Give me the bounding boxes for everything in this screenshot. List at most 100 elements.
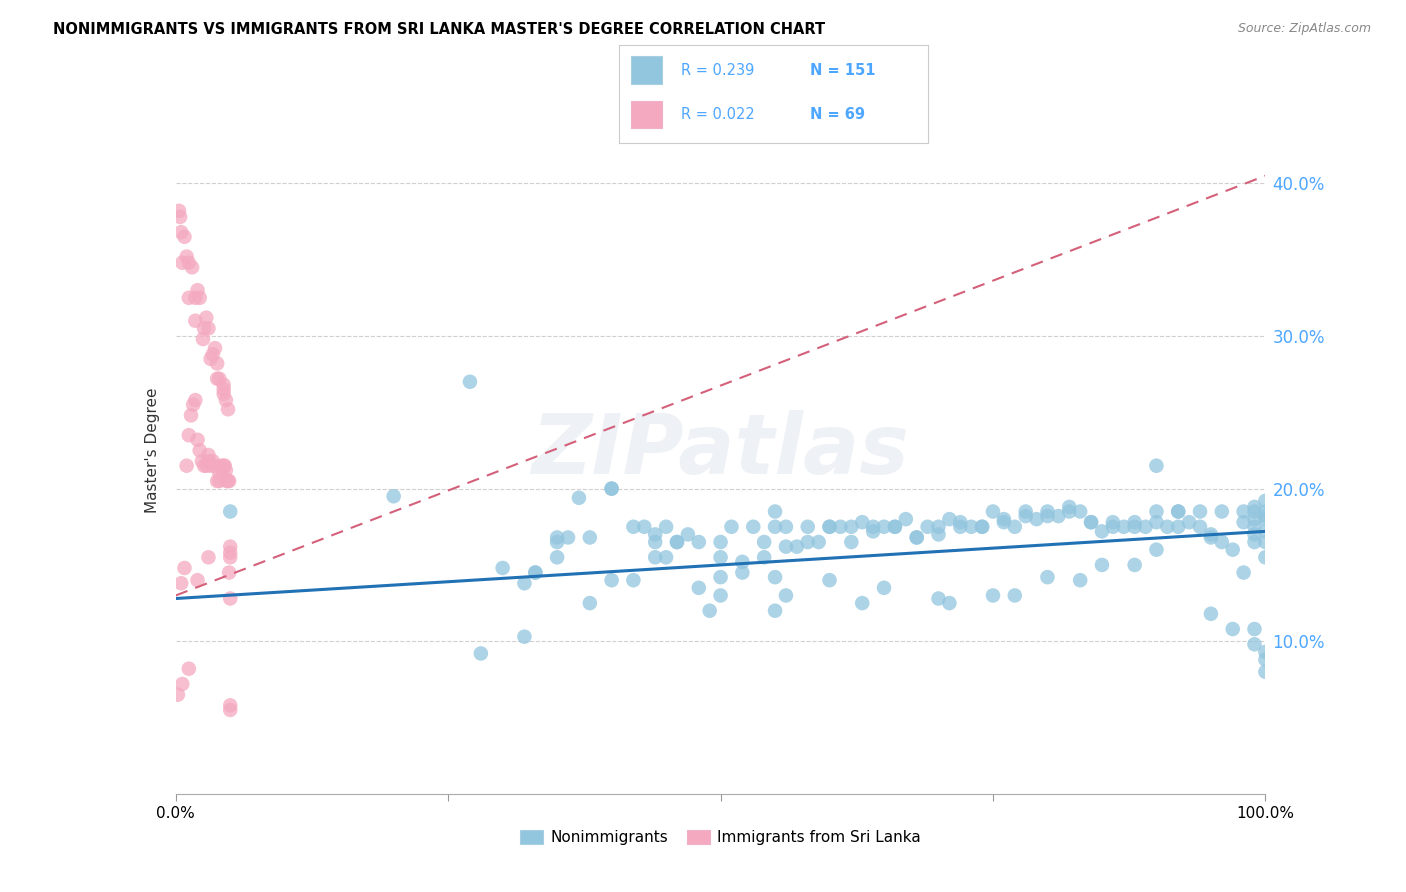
- Point: [1254, 652, 1277, 666]
- Point: [621, 520, 644, 534]
- Point: [212, 458, 235, 473]
- Point: [1112, 520, 1135, 534]
- Point: [1123, 520, 1146, 534]
- Y-axis label: Master's Degree: Master's Degree: [145, 388, 160, 513]
- Point: [1135, 520, 1157, 534]
- Point: [186, 283, 209, 297]
- Text: R = 0.239: R = 0.239: [681, 62, 754, 78]
- Point: [818, 520, 841, 534]
- Point: [818, 520, 841, 534]
- Point: [1069, 504, 1091, 518]
- Point: [1254, 509, 1277, 524]
- Point: [197, 550, 219, 565]
- Point: [981, 589, 1004, 603]
- Bar: [631, 101, 662, 128]
- Point: [1254, 524, 1277, 539]
- Point: [666, 535, 689, 549]
- Point: [170, 225, 193, 239]
- Point: [181, 260, 204, 275]
- Point: [763, 504, 786, 518]
- Point: [917, 520, 939, 534]
- Point: [818, 573, 841, 587]
- Point: [1254, 535, 1277, 549]
- Point: [458, 375, 481, 389]
- Point: [763, 570, 786, 584]
- Point: [1080, 515, 1102, 529]
- Point: [851, 596, 873, 610]
- Point: [960, 520, 983, 534]
- Text: R = 0.022: R = 0.022: [681, 107, 754, 122]
- Point: [1243, 504, 1265, 518]
- Point: [1156, 520, 1178, 534]
- Point: [200, 458, 222, 473]
- Point: [1243, 512, 1265, 526]
- Point: [1036, 570, 1059, 584]
- Point: [1057, 504, 1080, 518]
- Point: [1211, 504, 1233, 518]
- Point: [188, 443, 211, 458]
- Point: [180, 409, 202, 423]
- Point: [172, 256, 194, 270]
- Point: [754, 550, 776, 565]
- Point: [214, 458, 236, 473]
- Point: [1199, 527, 1222, 541]
- Point: [524, 566, 547, 580]
- Point: [928, 520, 950, 534]
- Point: [208, 474, 231, 488]
- Point: [568, 491, 591, 505]
- Point: [1036, 509, 1059, 524]
- Point: [382, 489, 405, 503]
- Point: [524, 566, 547, 580]
- Point: [841, 520, 863, 534]
- Point: [1057, 500, 1080, 514]
- Point: [1232, 504, 1256, 518]
- Point: [557, 531, 579, 545]
- Point: [1144, 504, 1167, 518]
- Point: [731, 555, 754, 569]
- Point: [208, 467, 231, 481]
- Point: [775, 520, 797, 534]
- Point: [177, 291, 200, 305]
- Point: [219, 703, 242, 717]
- Point: [215, 463, 238, 477]
- Point: [1254, 504, 1277, 518]
- Point: [184, 393, 207, 408]
- Point: [173, 229, 195, 244]
- Point: [970, 520, 993, 534]
- Point: [219, 540, 242, 554]
- Point: [1004, 520, 1026, 534]
- Point: [1144, 515, 1167, 529]
- Point: [731, 566, 754, 580]
- Point: [219, 591, 242, 606]
- Point: [688, 535, 710, 549]
- Point: [1091, 558, 1114, 572]
- Point: [546, 535, 568, 549]
- Point: [1232, 515, 1256, 529]
- Point: [644, 550, 666, 565]
- Point: [470, 647, 492, 661]
- Point: [949, 515, 972, 529]
- Point: [807, 535, 830, 549]
- Point: [1144, 458, 1167, 473]
- Point: [211, 463, 233, 477]
- Point: [579, 596, 602, 610]
- Text: ZIPatlas: ZIPatlas: [531, 410, 910, 491]
- Point: [176, 458, 198, 473]
- Point: [1091, 524, 1114, 539]
- Point: [212, 387, 235, 401]
- Point: [211, 458, 233, 473]
- Point: [184, 291, 207, 305]
- Point: [1144, 542, 1167, 557]
- Point: [212, 383, 235, 397]
- Point: [710, 589, 733, 603]
- Point: [775, 589, 797, 603]
- Point: [1036, 504, 1059, 518]
- Point: [579, 531, 602, 545]
- Point: [176, 250, 198, 264]
- Point: [184, 314, 207, 328]
- Point: [1080, 515, 1102, 529]
- Point: [763, 520, 786, 534]
- Point: [905, 531, 928, 545]
- Point: [1254, 493, 1277, 508]
- Point: [1189, 504, 1212, 518]
